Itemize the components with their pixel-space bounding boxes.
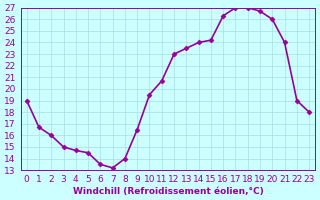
X-axis label: Windchill (Refroidissement éolien,°C): Windchill (Refroidissement éolien,°C) bbox=[73, 187, 263, 196]
